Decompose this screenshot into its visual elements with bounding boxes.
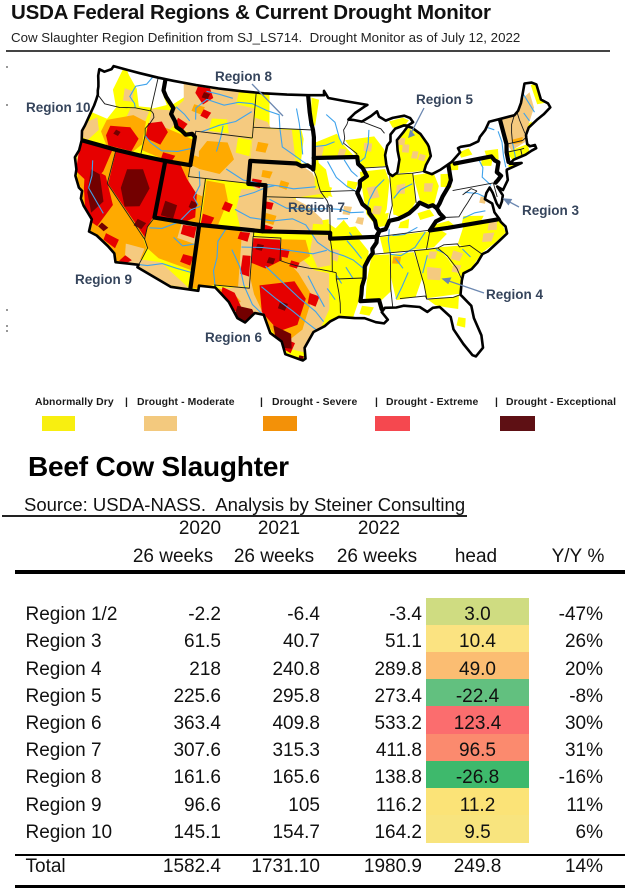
svg-text:Region 8: Region 8 xyxy=(215,69,272,84)
svg-text:Region 3: Region 3 xyxy=(522,203,579,218)
svg-text:Region 10: Region 10 xyxy=(26,100,91,115)
svg-text:Region 9: Region 9 xyxy=(75,272,132,287)
svg-text:Region 5: Region 5 xyxy=(416,92,473,107)
svg-text:Region 7: Region 7 xyxy=(288,200,345,215)
svg-text:Region 4: Region 4 xyxy=(486,287,543,302)
svg-text:Region 6: Region 6 xyxy=(205,330,262,345)
